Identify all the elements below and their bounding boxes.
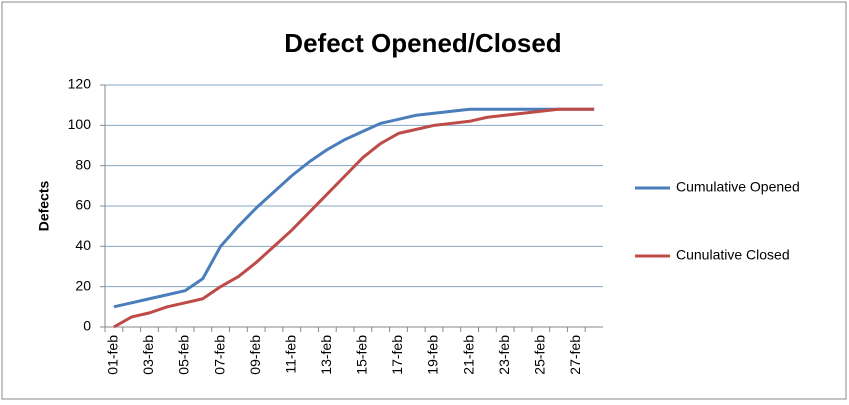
- x-tick-label: 21-feb: [460, 335, 476, 375]
- x-tick-label: 27-feb: [567, 335, 583, 375]
- y-axis-label: Defects: [36, 181, 52, 232]
- x-tick-label: 17-feb: [389, 335, 405, 375]
- x-tick-label: 09-feb: [247, 335, 263, 375]
- x-tick-label: 13-feb: [318, 335, 334, 375]
- x-tick-label: 07-feb: [211, 335, 227, 375]
- x-tick-label: 19-feb: [425, 335, 441, 375]
- legend-label: Cunulative Closed: [676, 247, 790, 263]
- legend-label: Cumulative Opened: [676, 179, 800, 195]
- x-tick-label: 25-feb: [531, 335, 547, 375]
- y-tick-label: 60: [75, 197, 91, 213]
- x-tick-label: 11-feb: [282, 335, 298, 374]
- x-tick-label: 03-feb: [140, 335, 156, 375]
- y-tick-label: 100: [68, 116, 92, 132]
- y-tick-label: 40: [75, 237, 91, 253]
- x-tick-label: 05-feb: [176, 335, 192, 375]
- line-series: [113, 107, 595, 309]
- y-tick-label: 80: [75, 156, 91, 172]
- line-series: [113, 107, 595, 329]
- x-tick-label: 15-feb: [354, 335, 370, 375]
- x-tick-label: 01-feb: [105, 335, 121, 375]
- y-tick-label: 120: [68, 76, 92, 92]
- chart-title: Defect Opened/Closed: [284, 28, 561, 58]
- x-tick-label: 23-feb: [496, 335, 512, 375]
- y-tick-label: 20: [75, 277, 91, 293]
- y-tick-label: 0: [83, 318, 91, 334]
